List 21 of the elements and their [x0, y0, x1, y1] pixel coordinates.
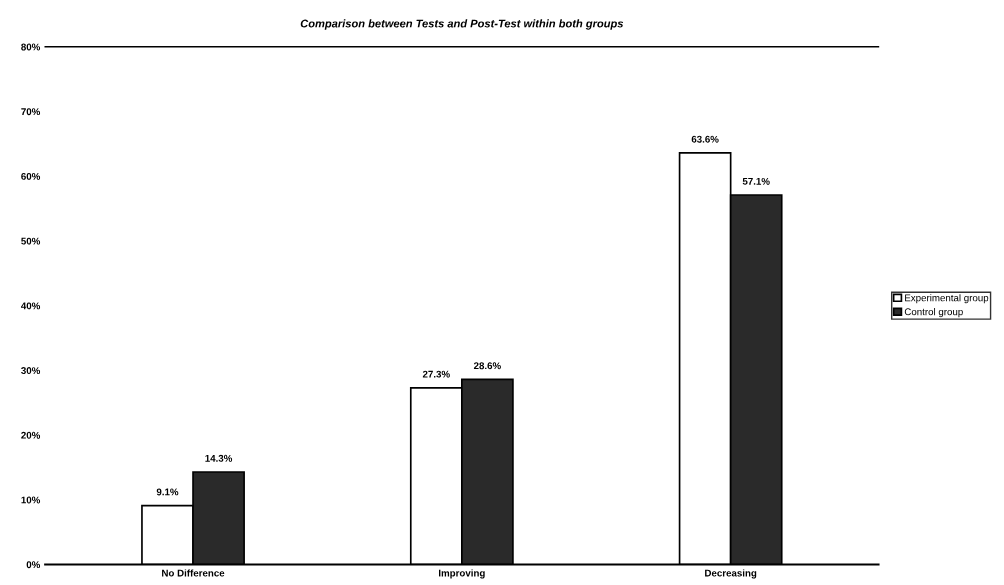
data-label: 14.3%	[205, 454, 233, 462]
y-tick-label: 10%	[21, 496, 41, 504]
y-tick-label: 60%	[21, 172, 41, 180]
y-tick-label: 20%	[21, 431, 41, 439]
x-tick-label: Improving	[439, 569, 485, 579]
data-label: 63.6%	[691, 135, 719, 143]
legend-label: Control group	[904, 308, 963, 318]
y-tick-label: 40%	[21, 302, 41, 310]
y-tick-label: 50%	[21, 237, 41, 245]
y-tick-label: 70%	[21, 108, 41, 116]
x-tick-label: No Difference	[162, 569, 225, 577]
y-tick-label: 0%	[26, 561, 41, 569]
data-label: 27.3%	[422, 370, 450, 378]
y-tick-label: 80%	[21, 43, 41, 51]
legend-label: Experimental group	[905, 294, 989, 304]
x-tick-label: Decreasing	[705, 569, 757, 579]
chart-title: Comparison between Tests and Post-Test within both groups	[300, 19, 624, 30]
data-label: 9.1%	[156, 488, 179, 496]
y-tick-label: 30%	[21, 367, 41, 375]
data-label: 28.6%	[473, 362, 501, 370]
data-label: 57.1%	[742, 177, 770, 185]
